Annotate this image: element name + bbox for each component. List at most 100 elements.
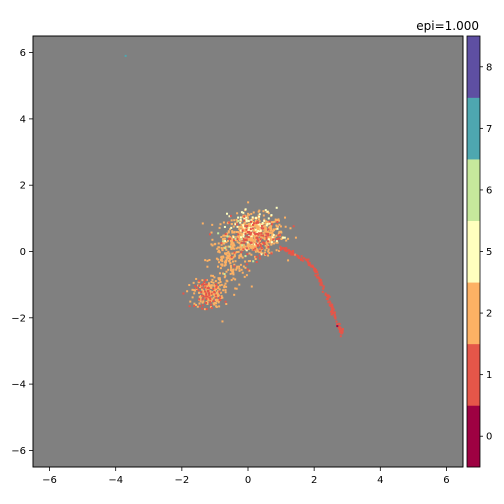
data-point-label-2 <box>221 296 224 299</box>
data-point-label-5 <box>258 215 261 218</box>
data-point-label-2 <box>193 292 196 295</box>
data-point-label-2 <box>213 276 216 279</box>
data-point-label-2 <box>287 259 290 262</box>
data-point-label-2 <box>214 301 217 304</box>
data-point-label-1 <box>247 236 250 239</box>
data-point-label-2 <box>209 284 212 287</box>
data-point-label-5 <box>239 229 242 232</box>
data-point-label-2 <box>244 240 247 243</box>
data-point-label-1 <box>244 225 247 228</box>
data-point-label-2 <box>243 275 246 278</box>
data-point-label-1 <box>250 220 253 223</box>
data-point-label-1 <box>208 296 211 299</box>
data-point-label-5 <box>224 240 227 243</box>
data-point-label-2 <box>247 245 250 248</box>
data-point-label-1 <box>292 249 295 252</box>
data-point-label-2 <box>223 242 226 245</box>
data-point-label-1 <box>219 296 222 299</box>
data-point-label-1 <box>260 227 263 230</box>
data-point-label-2 <box>258 218 260 221</box>
data-point-label-2 <box>257 225 260 228</box>
data-point-label-1 <box>325 297 328 300</box>
data-point-label-1 <box>330 309 333 312</box>
data-point-label-2 <box>221 260 224 263</box>
data-point-label-2 <box>237 250 240 253</box>
data-point-label-5 <box>242 235 245 238</box>
data-point-label-5 <box>223 225 226 228</box>
data-point-label-1 <box>265 235 268 238</box>
data-point-label-2 <box>221 248 224 251</box>
data-point-label-2 <box>218 272 221 275</box>
data-point-label-2 <box>208 258 211 261</box>
data-point-label-2 <box>222 234 225 237</box>
data-point-label-1 <box>249 228 252 231</box>
data-point-label-2 <box>244 227 247 230</box>
data-point-label-2 <box>251 228 254 231</box>
data-point-label-2 <box>245 223 248 226</box>
data-point-label-1 <box>339 335 342 338</box>
data-point-label-1 <box>315 274 318 277</box>
data-point-label-2 <box>206 265 209 268</box>
colorbar-segment <box>467 159 480 222</box>
data-point-label-5 <box>259 225 262 228</box>
data-point-label-2 <box>267 229 270 232</box>
data-point-label-1 <box>324 292 327 295</box>
data-point-label-5 <box>242 233 245 236</box>
data-point-label-2 <box>224 289 227 292</box>
data-point-label-2 <box>211 298 214 301</box>
data-point-label-2 <box>248 252 251 255</box>
data-point-label-2 <box>215 257 218 260</box>
data-point-label-1 <box>302 257 305 260</box>
data-point-label-1 <box>193 285 196 288</box>
data-point-label-2 <box>213 284 216 287</box>
data-point-label-1 <box>203 283 206 286</box>
data-point-label-2 <box>240 228 243 231</box>
data-point-label-2 <box>206 302 209 305</box>
data-point-label-1 <box>297 256 300 259</box>
data-point-label-2 <box>239 248 242 251</box>
data-point-label-1 <box>284 247 287 250</box>
data-point-label-2 <box>222 221 225 224</box>
data-point-label-1 <box>210 303 213 306</box>
data-point-label-1 <box>258 232 261 235</box>
data-point-label-2 <box>279 225 282 228</box>
data-point-label-1 <box>201 294 204 297</box>
data-point-label-2 <box>226 239 229 242</box>
plot-background <box>32 35 464 468</box>
data-point-label-2 <box>198 302 201 305</box>
data-point-label-2 <box>253 223 256 226</box>
data-point-label-2 <box>222 256 225 259</box>
data-point-label-1 <box>228 221 231 224</box>
data-point-label-1 <box>330 305 333 308</box>
data-point-label-1 <box>230 256 233 259</box>
data-point-label-2 <box>238 256 241 259</box>
data-point-label-2 <box>216 285 219 288</box>
x-tick-label: 0 <box>245 475 251 486</box>
data-point-label-5 <box>256 242 259 245</box>
data-point-label-2 <box>284 225 287 228</box>
data-point-label-2 <box>287 237 290 240</box>
data-point-label-2 <box>247 260 250 263</box>
data-point-label-2 <box>268 251 271 254</box>
data-point-label-2 <box>201 279 204 282</box>
data-point-label-2 <box>227 268 230 271</box>
data-point-label-1 <box>331 306 334 309</box>
data-point-label-2 <box>231 272 234 275</box>
data-point-label-1 <box>237 233 240 236</box>
data-point-label-1 <box>287 252 290 255</box>
data-point-label-2 <box>188 284 191 287</box>
data-point-label-2 <box>232 273 235 276</box>
data-point-label-2 <box>208 283 211 286</box>
data-point-label-2 <box>210 291 213 294</box>
data-point-label-2 <box>254 235 257 238</box>
data-point-label-2 <box>235 287 238 290</box>
data-point-label-2 <box>241 247 244 250</box>
data-point-label-1 <box>233 251 236 254</box>
data-point-label-1 <box>205 293 208 296</box>
data-point-label-5 <box>250 229 253 232</box>
data-point-label-2 <box>228 260 231 263</box>
data-point-label-2 <box>275 224 278 227</box>
data-point-label-2 <box>267 248 270 251</box>
data-point-label-2 <box>227 257 230 260</box>
data-point-label-2 <box>210 243 213 246</box>
